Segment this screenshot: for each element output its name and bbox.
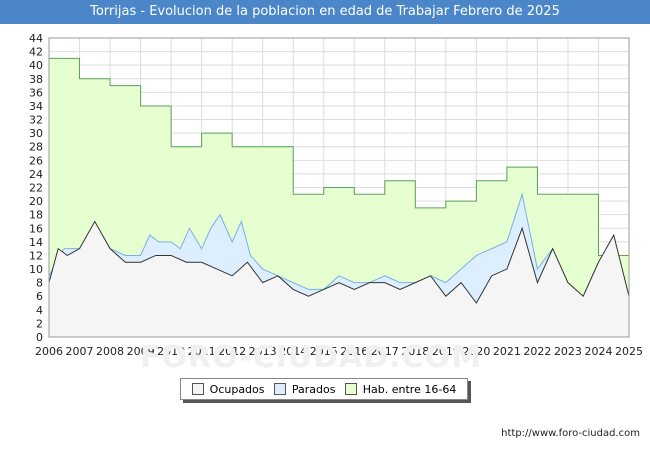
x-tick-label: 2020 [462, 345, 490, 358]
y-tick-label: 30 [29, 127, 43, 140]
legend-item-hab: Hab. entre 16-64 [344, 382, 457, 396]
x-tick-label: 2006 [35, 345, 63, 358]
line-parados [48, 192, 630, 297]
y-tick-label: 14 [29, 236, 43, 249]
x-tick-label: 2024 [584, 345, 612, 358]
line-hab-entre-16-64 [49, 57, 629, 256]
x-tick-label: 2016 [340, 345, 368, 358]
x-tick-label: 2021 [493, 345, 521, 358]
x-tick-label: 2008 [96, 345, 124, 358]
y-tick-label: 8 [36, 277, 43, 290]
y-tick-label: 32 [29, 114, 43, 127]
x-tick-labels: 2006 2007 2008 2009 2010 2011 2012 2013 2014 2015… [35, 345, 643, 358]
y-tick-label: 34 [29, 100, 43, 113]
y-tick-label: 4 [36, 304, 43, 317]
x-tick-label: 2015 [310, 345, 338, 358]
y-tick-label: 6 [36, 290, 43, 303]
legend-swatch-hab [344, 383, 357, 395]
legend-label-ocupados: Ocupados [209, 382, 265, 396]
x-tick-label: 2007 [66, 345, 94, 358]
y-tick-label: 0 [36, 331, 43, 344]
plot-border [48, 37, 630, 338]
chart-title: Torrijas - Evolucion de la poblacion en … [0, 0, 650, 24]
x-tick-label: 2010 [157, 345, 185, 358]
line-ocupados [48, 220, 630, 304]
x-tick-label: 2023 [554, 345, 582, 358]
x-tick-label: 2018 [401, 345, 429, 358]
x-tick-label: 2014 [279, 345, 307, 358]
y-tick-label: 42 [29, 46, 43, 59]
legend-item-parados: Parados [273, 382, 336, 396]
y-tick-label: 12 [29, 249, 43, 262]
axes [48, 37, 630, 338]
legend-swatch-ocupados [191, 383, 204, 395]
y-tick-labels: 0246810121416182022242628303234363840424… [29, 32, 43, 344]
y-tick-label: 24 [29, 168, 43, 181]
series-areas [48, 57, 630, 338]
y-tick-label: 20 [29, 195, 43, 208]
legend: Ocupados Parados Hab. entre 16-64 [180, 378, 468, 400]
y-tick-label: 38 [29, 73, 43, 86]
source-url: http://www.foro-ciudad.com [501, 428, 640, 439]
y-tick-label: 28 [29, 141, 43, 154]
x-tick-label: 2017 [371, 345, 399, 358]
y-tick-label: 36 [29, 86, 43, 99]
x-tick-label: 2011 [188, 345, 216, 358]
y-tick-label: 18 [29, 209, 43, 222]
x-tick-label: 2009 [127, 345, 155, 358]
x-tick-label: 2022 [523, 345, 551, 358]
legend-swatch-parados [273, 383, 286, 395]
y-tick-label: 40 [29, 59, 43, 72]
y-tick-label: 10 [29, 263, 43, 276]
x-tick-label: 2019 [432, 345, 460, 358]
y-tick-label: 26 [29, 154, 43, 167]
y-tick-label: 44 [29, 32, 43, 45]
y-tick-label: 22 [29, 182, 43, 195]
x-tick-label: 2025 [615, 345, 643, 358]
y-tick-label: 16 [29, 222, 43, 235]
x-tick-label: 2013 [249, 345, 277, 358]
x-tick-label: 2012 [218, 345, 246, 358]
y-tick-label: 2 [36, 317, 43, 330]
legend-label-hab: Hab. entre 16-64 [362, 382, 457, 396]
area-ocupados [49, 221, 629, 337]
legend-item-ocupados: Ocupados [191, 382, 265, 396]
legend-label-parados: Parados [291, 382, 336, 396]
watermark: FORO-CIUDAD.COM [140, 340, 482, 375]
